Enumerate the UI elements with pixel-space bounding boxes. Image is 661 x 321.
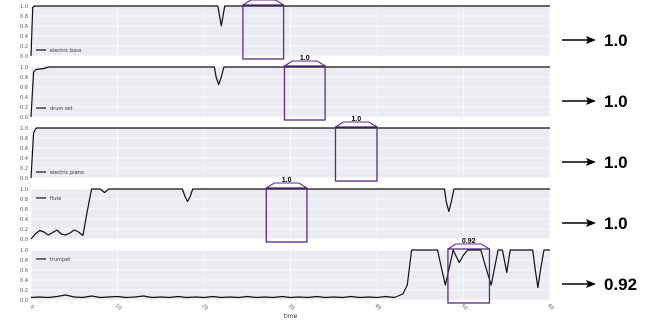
y-tick-label: 0.8 — [20, 14, 28, 20]
box-score-label: 1.0 — [258, 0, 268, 1]
legend-label: electric piano — [50, 170, 84, 176]
x-tick-label: 30 — [287, 303, 296, 312]
x-tick-label: 40 — [373, 303, 382, 312]
y-tick-label: 0.0 — [20, 237, 28, 243]
box-bracket — [265, 182, 308, 189]
highlight-box — [447, 248, 491, 304]
panel-electric-bass: 0.0 0.2 0.4 0.6 0.8 1.0 electric bass 1.0 1.0 — [20, 0, 628, 60]
x-tick-label: 0 — [28, 304, 34, 310]
x-tick-label: 50 — [460, 303, 469, 312]
y-tick-label: 0.4 — [20, 34, 28, 40]
y-tick-label: 1.0 — [20, 126, 28, 132]
y-tick-label: 0.4 — [20, 217, 28, 223]
arrow-head — [586, 97, 596, 105]
y-tick-label: 0.6 — [20, 85, 28, 91]
box-score-label: 1.0 — [351, 116, 361, 123]
arrow-head — [586, 36, 596, 44]
y-tick-label: 1.0 — [20, 187, 28, 193]
y-tick-label: 0.2 — [20, 288, 28, 294]
panel-drum-set: 0.0 0.2 0.4 0.6 0.8 1.0 drum set 1.0 1.0 — [20, 55, 628, 121]
y-tick-label: 0.6 — [20, 268, 28, 274]
panel-score: 1.0 — [604, 214, 628, 233]
box-bracket — [242, 0, 284, 6]
legend-label: electric bass — [50, 48, 82, 54]
y-tick-label: 0.4 — [20, 278, 28, 284]
y-tick-label: 0.8 — [20, 197, 28, 203]
series-line-electric-bass — [30, 5, 550, 57]
arrow-head — [586, 280, 596, 288]
y-tick-label: 0.4 — [20, 156, 28, 162]
x-tick-label: 20 — [200, 303, 209, 312]
highlight-box — [334, 126, 378, 182]
series-line-trumpet — [30, 249, 550, 299]
series-line-drum-set — [30, 66, 550, 118]
y-tick-label: 0.2 — [20, 227, 28, 233]
legend-label: trumpet — [50, 257, 70, 263]
panel-score: 1.0 — [604, 153, 628, 172]
legend-label: drum set — [50, 106, 73, 112]
highlight-box — [242, 4, 285, 60]
x-axis-label: time — [284, 313, 298, 320]
panel-score: 0.92 — [604, 275, 637, 294]
x-tick-label: 60 — [546, 303, 555, 312]
highlight-box — [283, 65, 326, 121]
y-tick-label: 0.0 — [20, 115, 28, 121]
y-tick-label: 1.0 — [20, 248, 28, 254]
x-tick-label: 10 — [114, 303, 123, 312]
y-tick-label: 0.0 — [20, 54, 28, 60]
y-tick-label: 0.2 — [20, 44, 28, 50]
y-tick-label: 0.0 — [20, 298, 28, 304]
panel-flute: 0.0 0.2 0.4 0.6 0.8 1.0 flute 1.0 1.0 — [20, 177, 628, 243]
panel-score: 1.0 — [604, 92, 628, 111]
y-tick-label: 0.2 — [20, 166, 28, 172]
box-score-label: 1.0 — [300, 55, 310, 62]
panel-electric-piano: 0.0 0.2 0.4 0.6 0.8 1.0 electric piano 1.0 1.0 — [20, 116, 628, 182]
y-tick-label: 0.8 — [20, 75, 28, 81]
legend-label: flute — [50, 196, 61, 202]
box-bracket — [284, 60, 326, 67]
series-line-electric-piano — [30, 127, 550, 179]
y-tick-label: 0.0 — [20, 176, 28, 182]
panel-score: 1.0 — [604, 31, 628, 50]
box-score-label: 0.92 — [462, 238, 476, 245]
arrow-head — [586, 158, 596, 166]
y-tick-label: 0.6 — [20, 207, 28, 213]
y-tick-label: 0.4 — [20, 95, 28, 101]
box-bracket — [447, 243, 490, 250]
y-tick-label: 1.0 — [20, 65, 28, 71]
highlight-box — [265, 187, 308, 243]
y-tick-label: 0.6 — [20, 146, 28, 152]
y-tick-label: 0.8 — [20, 258, 28, 264]
y-tick-label: 1.0 — [20, 4, 28, 10]
y-tick-label: 0.8 — [20, 136, 28, 142]
arrow-head — [586, 219, 596, 227]
panel-trumpet: 0.0 0.2 0.4 0.6 0.8 1.0 trumpet 0.92 0.92 — [20, 238, 637, 304]
box-score-label: 1.0 — [282, 177, 292, 184]
y-tick-label: 0.6 — [20, 24, 28, 30]
box-bracket — [335, 121, 378, 128]
y-tick-label: 0.2 — [20, 105, 28, 111]
series-line-flute — [30, 188, 550, 240]
